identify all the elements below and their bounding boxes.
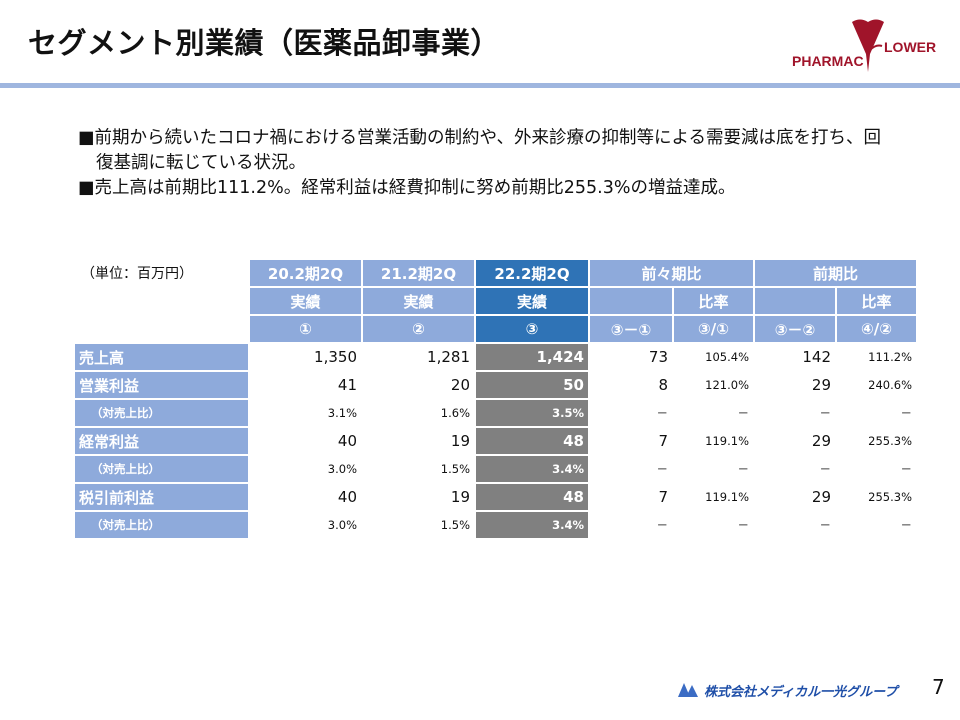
table-cell: 29 xyxy=(811,488,831,506)
table-cell: 19 xyxy=(450,432,470,450)
table-cell: － xyxy=(900,518,913,532)
table-cell: 40 xyxy=(337,432,357,450)
table-row: 税引前利益 40 19 48 7 119.1% 29 255.3% xyxy=(75,484,916,510)
table-cell: 3.4% xyxy=(476,512,588,538)
table-cell: － xyxy=(737,406,750,420)
row-label: （対売上比） xyxy=(75,512,248,538)
table-cell: 3.0% xyxy=(327,518,357,532)
table-cell: 255.3% xyxy=(868,490,912,504)
table-cell: 29 xyxy=(811,376,831,394)
header-marker-row: ① ② ③ ③－① ③/① ③－② ④/② xyxy=(75,316,916,342)
header-marker: ③ xyxy=(476,316,588,342)
table-cell: 3.1% xyxy=(327,406,357,420)
header-actual-2: 実績 xyxy=(363,288,474,314)
footer-company-name: 株式会社メディカル一光グループ xyxy=(704,684,898,700)
table-cell: － xyxy=(900,462,913,476)
segment-results-table: （単位：百万円） 20.2期2Q 21.2期2Q 22.2期2Q 前々期比 前期… xyxy=(73,258,918,540)
table-cell: 29 xyxy=(811,432,831,450)
header-marker: ① xyxy=(250,316,361,342)
table-cell: － xyxy=(656,462,669,476)
table-cell: 119.1% xyxy=(705,434,749,448)
header-period-1: 20.2期2Q xyxy=(250,260,361,286)
table-row: （対売上比） 3.1% 1.6% 3.5% － － － － xyxy=(75,400,916,426)
table-cell: － xyxy=(737,462,750,476)
table-cell: 19 xyxy=(450,488,470,506)
table-cell: 1.5% xyxy=(440,462,470,476)
header-ratio-1: 比率 xyxy=(674,288,753,314)
table-cell: 3.5% xyxy=(476,400,588,426)
header-divider xyxy=(0,83,960,88)
header-marker: ④/② xyxy=(837,316,916,342)
table-cell: 73 xyxy=(648,348,668,366)
table-cell: 20 xyxy=(450,376,470,394)
table-row: （対売上比） 3.0% 1.5% 3.4% － － － － xyxy=(75,456,916,482)
table-cell: 8 xyxy=(658,376,668,394)
table-row: 売上高 1,350 1,281 1,424 73 105.4% 142 111.2% xyxy=(75,344,916,370)
pharmacflower-logo: PHARMAC LOWER xyxy=(792,19,936,72)
table-cell: 50 xyxy=(476,372,588,398)
table-cell: 1,424 xyxy=(476,344,588,370)
footer-company-logo: 株式会社メディカル一光グループ xyxy=(678,681,898,700)
table-cell: 1,281 xyxy=(427,348,470,366)
header-marker: ③/① xyxy=(674,316,753,342)
bullet-2: ■売上高は前期比111.2%。経常利益は経費抑制に努め前期比255.3%の増益達… xyxy=(78,178,736,198)
table-cell: 255.3% xyxy=(868,434,912,448)
svg-text:PHARMAC: PHARMAC xyxy=(792,53,864,69)
table-cell: 119.1% xyxy=(705,490,749,504)
header-marker: ③－② xyxy=(755,316,835,342)
svg-text:LOWER: LOWER xyxy=(884,39,936,55)
header-actual-3: 実績 xyxy=(476,288,588,314)
row-label: 税引前利益 xyxy=(75,484,248,510)
table-cell: 1,350 xyxy=(314,348,357,366)
row-label: 営業利益 xyxy=(75,372,248,398)
table-cell: － xyxy=(819,406,832,420)
table-cell: 111.2% xyxy=(868,350,912,364)
page-number: 7 xyxy=(932,675,945,699)
table-cell: 48 xyxy=(476,428,588,454)
row-label: 経常利益 xyxy=(75,428,248,454)
table-cell: 105.4% xyxy=(705,350,749,364)
table-cell: 240.6% xyxy=(868,378,912,392)
table-cell: 142 xyxy=(802,348,831,366)
table-cell: － xyxy=(819,462,832,476)
table-cell: － xyxy=(737,518,750,532)
header-blank xyxy=(590,288,672,314)
unit-label: （単位：百万円） xyxy=(75,260,248,342)
table-cell: 40 xyxy=(337,488,357,506)
table-row: 経常利益 40 19 48 7 119.1% 29 255.3% xyxy=(75,428,916,454)
table-row: （対売上比） 3.0% 1.5% 3.4% － － － － xyxy=(75,512,916,538)
header-ratio-2: 比率 xyxy=(837,288,916,314)
row-label: 売上高 xyxy=(75,344,248,370)
table-cell: 1.5% xyxy=(440,518,470,532)
header-marker: ③－① xyxy=(590,316,672,342)
header-prev1: 前期比 xyxy=(755,260,916,286)
row-label: （対売上比） xyxy=(75,456,248,482)
table-cell: 7 xyxy=(658,488,668,506)
table-cell: 1.6% xyxy=(440,406,470,420)
table-cell: 121.0% xyxy=(705,378,749,392)
bullet-1: ■前期から続いたコロナ禍における営業活動の制約や、外来診療の抑制等による需要減は… xyxy=(78,128,881,173)
page-title: セグメント別業績（医薬品卸事業） xyxy=(28,26,501,60)
header-blank xyxy=(755,288,835,314)
table-cell: 41 xyxy=(337,376,357,394)
table-cell: 3.0% xyxy=(327,462,357,476)
table-row: 営業利益 41 20 50 8 121.0% 29 240.6% xyxy=(75,372,916,398)
header-marker: ② xyxy=(363,316,474,342)
table-cell: － xyxy=(656,406,669,420)
company-mark-icon xyxy=(678,683,698,697)
header-period-2: 21.2期2Q xyxy=(363,260,474,286)
table-cell: 7 xyxy=(658,432,668,450)
summary-bullets: ■前期から続いたコロナ禍における営業活動の制約や、外来診療の抑制等による需要減は… xyxy=(78,126,898,201)
row-label: （対売上比） xyxy=(75,400,248,426)
table-cell: － xyxy=(656,518,669,532)
table-cell: － xyxy=(819,518,832,532)
header-prev2: 前々期比 xyxy=(590,260,753,286)
table-cell: 48 xyxy=(476,484,588,510)
header-actual-1: 実績 xyxy=(250,288,361,314)
header-period-3: 22.2期2Q xyxy=(476,260,588,286)
table-cell: 3.4% xyxy=(476,456,588,482)
table-cell: － xyxy=(900,406,913,420)
